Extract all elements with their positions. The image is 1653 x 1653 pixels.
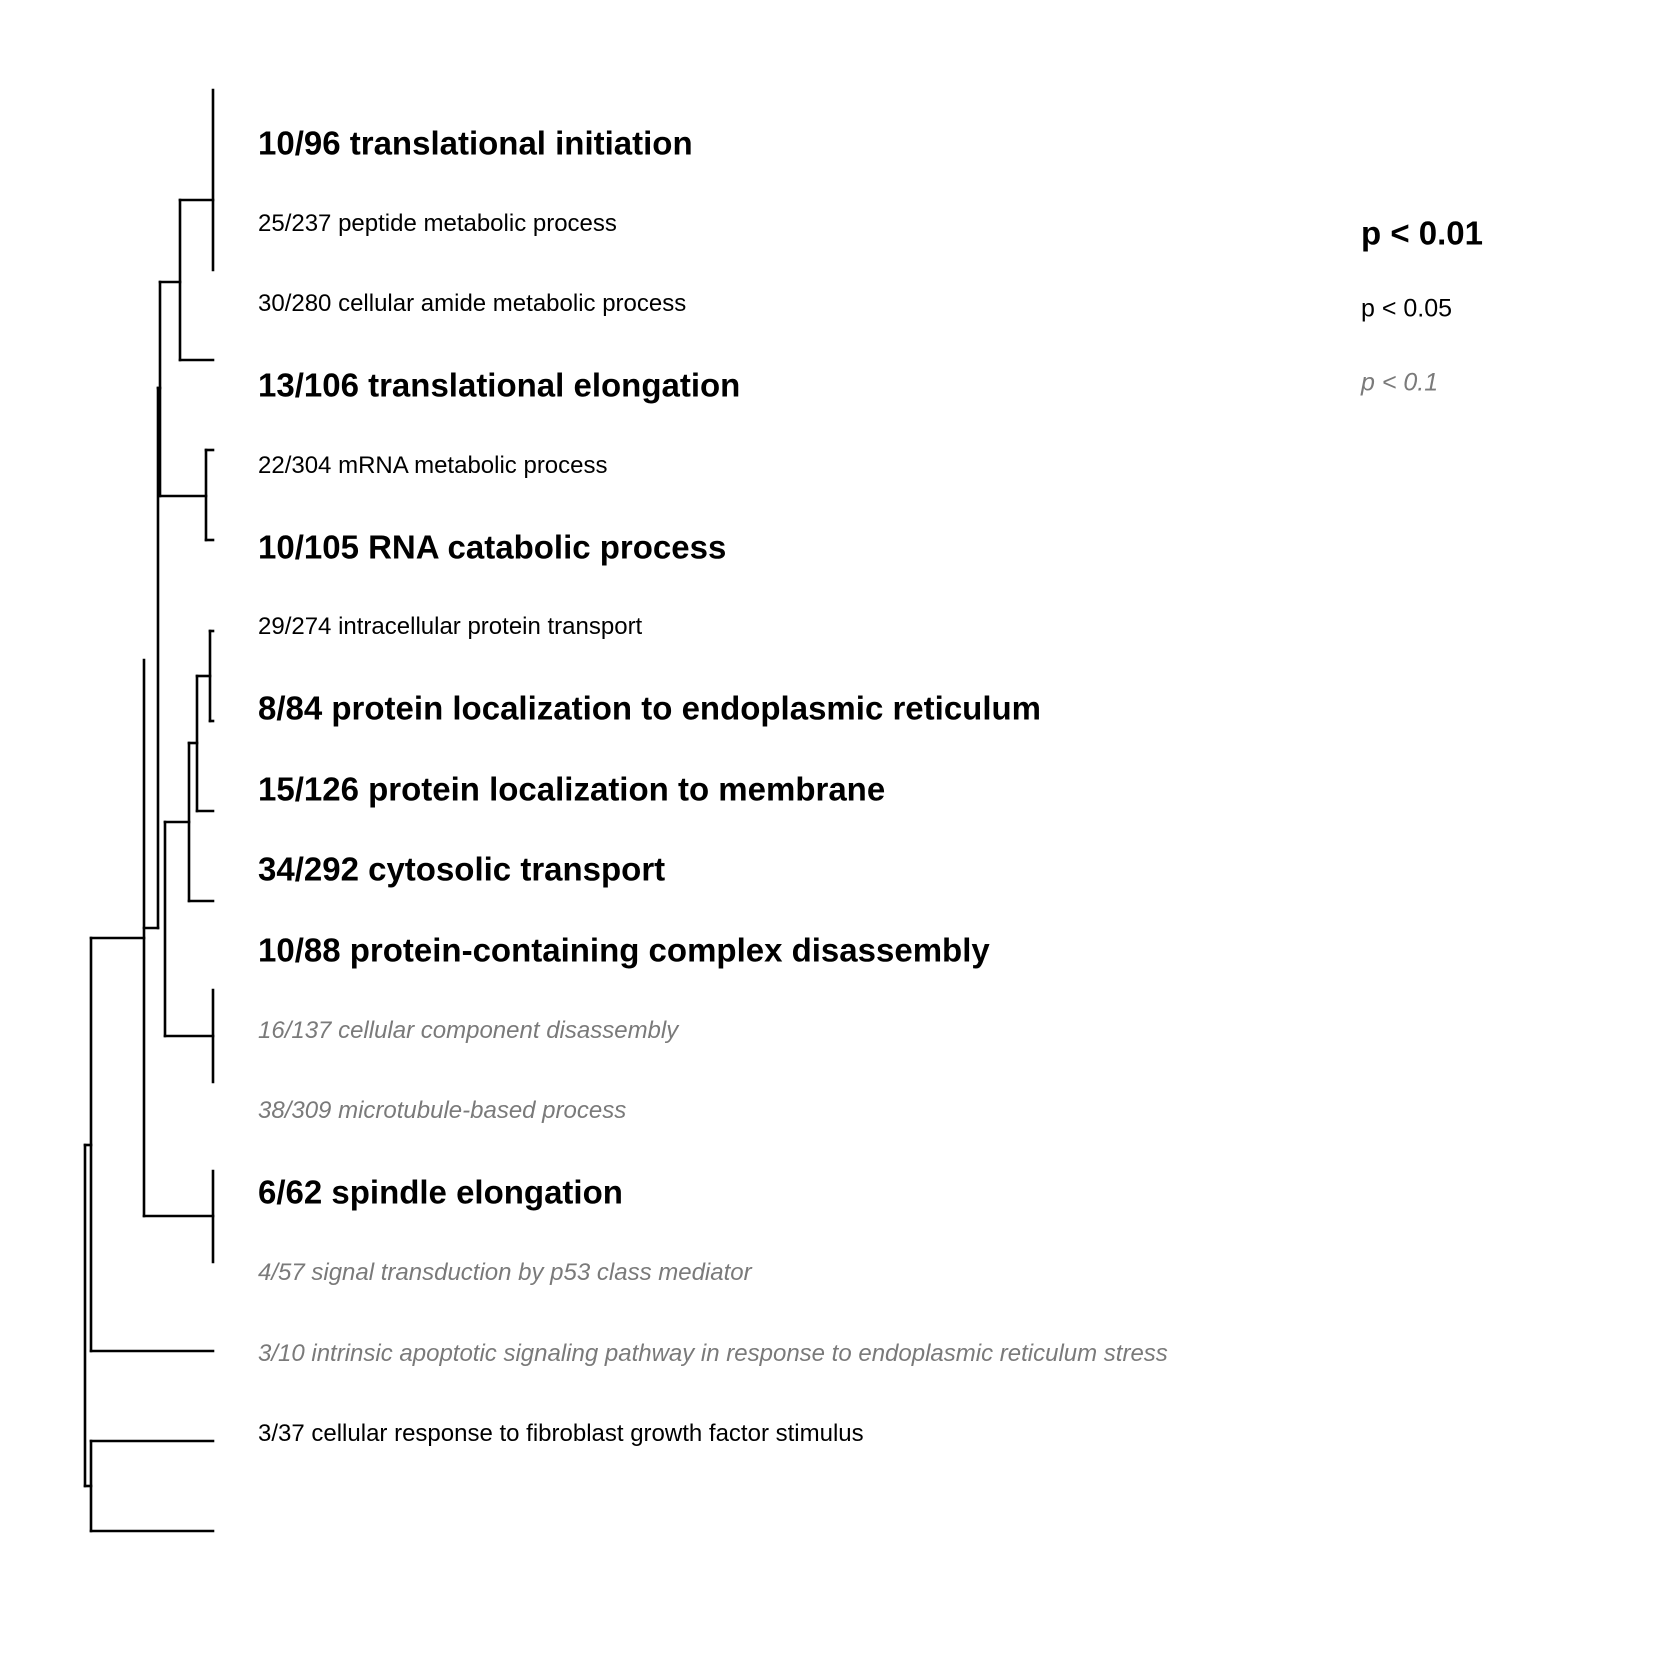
term-label: 34/292 cytosolic transport <box>258 850 666 888</box>
term-label: 3/37 cellular response to fibroblast gro… <box>258 1420 864 1448</box>
legend-p005: p < 0.05 <box>1361 294 1453 323</box>
legend-p001: p < 0.01 <box>1361 214 1483 252</box>
term-label: 16/137 cellular component disassembly <box>258 1016 679 1044</box>
term-label: 10/96 translational initiation <box>258 124 693 162</box>
term-label: 15/126 protein localization to membrane <box>258 770 886 808</box>
term-label: 8/84 protein localization to endoplasmic… <box>258 689 1041 727</box>
term-label: 6/62 spindle elongation <box>258 1173 623 1211</box>
term-label: 4/57 signal transduction by p53 class me… <box>258 1258 752 1286</box>
term-label: 38/309 microtubule-based process <box>258 1097 627 1125</box>
legend-p01: p < 0.1 <box>1361 368 1439 397</box>
term-label: 29/274 intracellular protein transport <box>258 613 643 641</box>
term-label: 13/106 translational elongation <box>258 366 741 404</box>
term-label: 10/88 protein-containing complex disasse… <box>258 931 990 969</box>
term-label: 10/105 RNA catabolic process <box>258 528 727 565</box>
term-label: 22/304 mRNA metabolic process <box>258 451 608 479</box>
term-label: 30/280 cellular amide metabolic process <box>258 290 687 318</box>
term-label: 3/10 intrinsic apoptotic signaling pathw… <box>258 1339 1168 1367</box>
term-label: 25/237 peptide metabolic process <box>258 209 617 237</box>
